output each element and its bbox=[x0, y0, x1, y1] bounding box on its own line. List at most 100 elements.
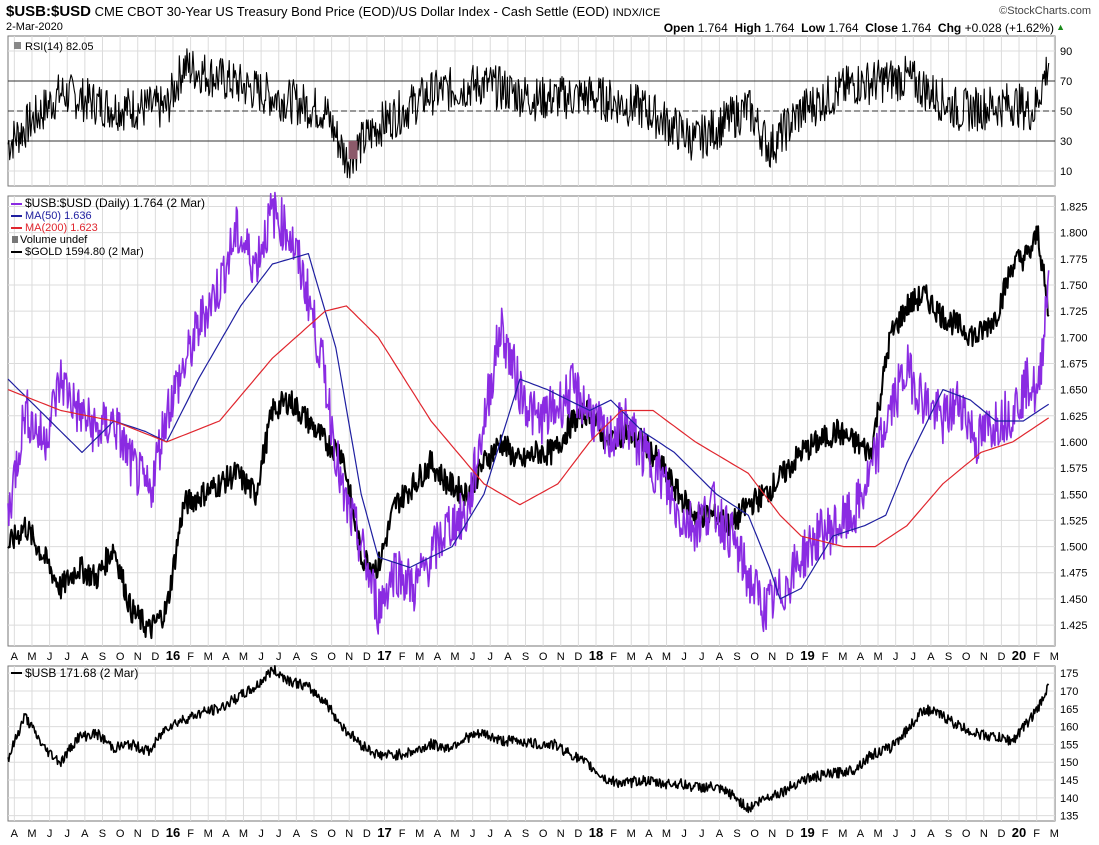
x-tick-label: 19 bbox=[800, 825, 814, 840]
exchange: INDX/ICE bbox=[612, 7, 661, 19]
x-tick-label: J bbox=[488, 651, 494, 663]
x-tick-label: 18 bbox=[589, 825, 603, 840]
x-tick-label: A bbox=[716, 828, 724, 840]
x-tick-label: S bbox=[99, 828, 106, 840]
x-tick-label: N bbox=[980, 828, 988, 840]
x-tick-label: N bbox=[134, 651, 142, 663]
x-tick-label: O bbox=[116, 651, 125, 663]
x-tick-label: N bbox=[557, 651, 565, 663]
main-legend-entry: MA(200) 1.623 bbox=[25, 222, 98, 234]
symbol-description: CME CBOT 30-Year US Treasury Bond Price … bbox=[94, 4, 610, 19]
x-tick-label: 18 bbox=[589, 648, 603, 663]
main-y-tick-label: 1.800 bbox=[1060, 228, 1088, 240]
usb-y-tick-label: 140 bbox=[1060, 793, 1078, 805]
x-tick-label: M bbox=[662, 828, 671, 840]
x-tick-label: F bbox=[399, 651, 406, 663]
x-tick-label: M bbox=[204, 828, 213, 840]
main-y-tick-label: 1.625 bbox=[1060, 411, 1088, 423]
usb-y-tick-label: 145 bbox=[1060, 775, 1078, 787]
x-tick-label: 20 bbox=[1012, 648, 1026, 663]
x-tick-label: O bbox=[962, 651, 971, 663]
x-tick-label: F bbox=[1033, 828, 1040, 840]
rsi-y-tick-label: 90 bbox=[1060, 46, 1072, 58]
x-tick-label: M bbox=[450, 828, 459, 840]
x-tick-label: N bbox=[768, 828, 776, 840]
main-y-tick-label: 1.650 bbox=[1060, 385, 1088, 397]
usb-y-tick-label: 170 bbox=[1060, 686, 1078, 698]
main-legend-entry: Volume undef bbox=[20, 234, 88, 246]
x-tick-label: D bbox=[363, 828, 371, 840]
x-tick-label: A bbox=[81, 651, 89, 663]
chg-up-icon: ▲ bbox=[1056, 22, 1065, 32]
brand-logo[interactable]: ©StockCharts.com bbox=[999, 5, 1091, 17]
x-tick-label: M bbox=[873, 651, 882, 663]
x-tick-label: A bbox=[434, 651, 442, 663]
main-y-tick-label: 1.725 bbox=[1060, 306, 1088, 318]
x-tick-label: J bbox=[47, 651, 53, 663]
high-value: 1.764 bbox=[764, 21, 795, 35]
x-tick-label: A bbox=[857, 828, 865, 840]
ma50-line bbox=[7, 253, 1050, 600]
open-value: 1.764 bbox=[697, 21, 728, 35]
x-tick-label: F bbox=[187, 651, 194, 663]
x-tick-label: O bbox=[750, 828, 759, 840]
symbol: $USB:$USD bbox=[6, 3, 92, 20]
x-tick-label: S bbox=[733, 828, 740, 840]
x-tick-label: M bbox=[873, 828, 882, 840]
x-tick-label: J bbox=[699, 651, 705, 663]
x-tick-label: J bbox=[488, 828, 494, 840]
main-y-tick-label: 1.500 bbox=[1060, 542, 1088, 554]
x-tick-label: J bbox=[258, 828, 264, 840]
x-tick-label: S bbox=[733, 651, 740, 663]
ratio-line bbox=[7, 191, 1050, 635]
main-legend-entry: $USB:$USD (Daily) 1.764 (2 Mar) bbox=[25, 196, 205, 210]
high-label: High bbox=[734, 21, 762, 35]
quote-values: Open 1.764 High 1.764 Low 1.764 Close 1.… bbox=[664, 21, 1054, 35]
usb-y-tick-label: 165 bbox=[1060, 704, 1078, 716]
usb-y-tick-label: 135 bbox=[1060, 811, 1078, 823]
rsi-legend: RSI(14) 82.05 bbox=[25, 41, 93, 53]
x-tick-label: J bbox=[276, 828, 282, 840]
x-tick-label: M bbox=[1050, 651, 1059, 663]
x-tick-label: 16 bbox=[166, 648, 180, 663]
x-tick-label: M bbox=[662, 651, 671, 663]
x-tick-label: M bbox=[450, 651, 459, 663]
x-tick-label: J bbox=[276, 651, 282, 663]
x-tick-label: J bbox=[470, 828, 476, 840]
x-tick-label: M bbox=[27, 828, 36, 840]
rsi-y-tick-label: 10 bbox=[1060, 166, 1072, 178]
x-tick-label: J bbox=[893, 828, 899, 840]
x-tick-label: D bbox=[151, 651, 159, 663]
x-tick-label: J bbox=[911, 651, 917, 663]
x-tick-label: O bbox=[327, 651, 336, 663]
x-tick-label: M bbox=[1050, 828, 1059, 840]
x-tick-label: J bbox=[258, 651, 264, 663]
x-tick-label: S bbox=[522, 651, 529, 663]
x-tick-label: O bbox=[327, 828, 336, 840]
x-tick-label: A bbox=[504, 828, 512, 840]
x-tick-label: A bbox=[293, 828, 301, 840]
main-y-tick-label: 1.425 bbox=[1060, 620, 1088, 632]
x-tick-label: N bbox=[345, 651, 353, 663]
x-tick-label: A bbox=[504, 651, 512, 663]
x-tick-label: S bbox=[522, 828, 529, 840]
x-tick-label: J bbox=[64, 651, 70, 663]
x-tick-label: J bbox=[893, 651, 899, 663]
x-tick-label: N bbox=[557, 828, 565, 840]
close-value: 1.764 bbox=[901, 21, 932, 35]
x-tick-label: O bbox=[750, 651, 759, 663]
x-tick-label: J bbox=[681, 828, 687, 840]
x-tick-label: A bbox=[81, 828, 89, 840]
x-tick-label: J bbox=[47, 828, 53, 840]
x-tick-label: J bbox=[470, 651, 476, 663]
x-tick-label: F bbox=[822, 651, 829, 663]
chg-label: Chg bbox=[937, 21, 962, 35]
main-y-tick-label: 1.750 bbox=[1060, 280, 1088, 292]
x-tick-label: M bbox=[838, 828, 847, 840]
x-tick-label: J bbox=[681, 651, 687, 663]
rsi-y-tick-label: 50 bbox=[1060, 106, 1072, 118]
ma200-line bbox=[7, 305, 1050, 548]
rsi-legend-swatch bbox=[14, 42, 21, 49]
x-tick-label: A bbox=[927, 651, 935, 663]
x-tick-label: A bbox=[434, 828, 442, 840]
